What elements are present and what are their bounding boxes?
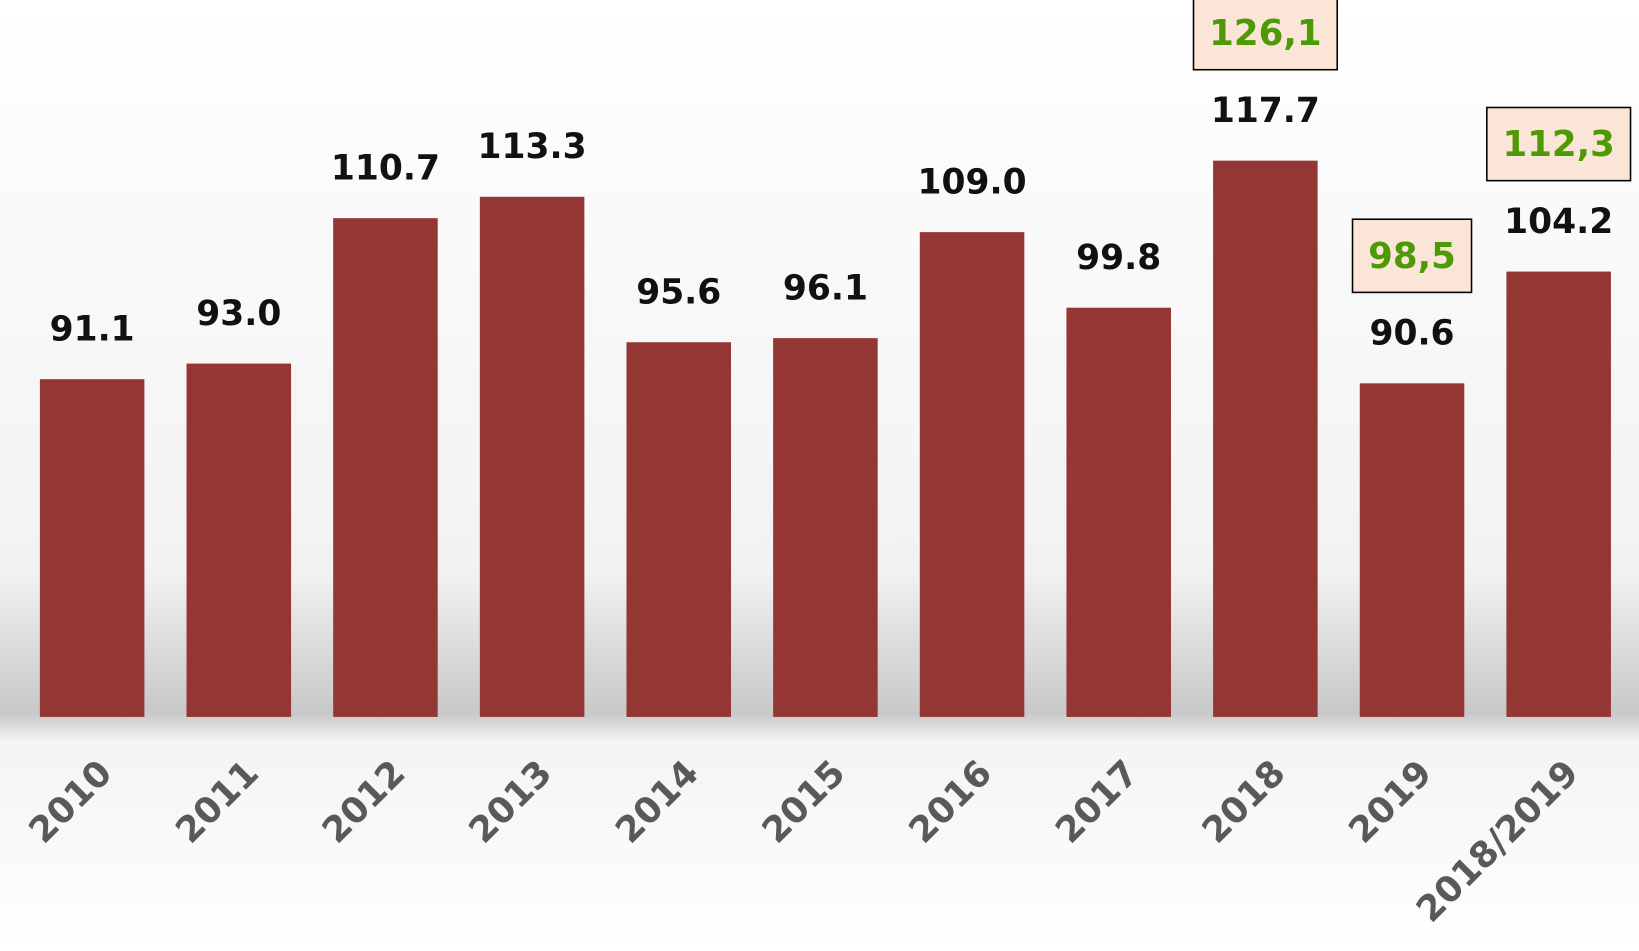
bar: [1213, 160, 1318, 717]
value-label: 95.6: [636, 273, 721, 313]
bar: [919, 232, 1025, 717]
bar: [1359, 383, 1465, 717]
annotation-label: 98,5: [1368, 236, 1456, 277]
value-label: 113.3: [478, 127, 587, 167]
bar: [479, 196, 585, 717]
annotation-box: [1351, 218, 1473, 294]
value-label: 109.0: [918, 163, 1027, 203]
bar: [773, 338, 878, 717]
annotation-label: 112,3: [1502, 124, 1614, 165]
value-label: 110.7: [331, 149, 440, 189]
value-label: 93.0: [196, 294, 281, 334]
annotation-box: [1192, 0, 1339, 71]
bar: [1506, 271, 1611, 717]
bar: [1066, 307, 1171, 717]
bar: [39, 379, 145, 717]
bar: [333, 218, 438, 717]
value-label: 90.6: [1369, 314, 1454, 354]
bar: [186, 363, 292, 717]
value-label: 117.7: [1211, 91, 1320, 131]
value-label: 104.2: [1504, 202, 1613, 242]
value-label: 96.1: [783, 269, 868, 309]
annotation-box: [1486, 106, 1632, 182]
annotation-label: 126,1: [1209, 13, 1321, 54]
bar: [626, 342, 732, 717]
value-label: 99.8: [1076, 238, 1161, 278]
value-label: 91.1: [50, 310, 135, 350]
